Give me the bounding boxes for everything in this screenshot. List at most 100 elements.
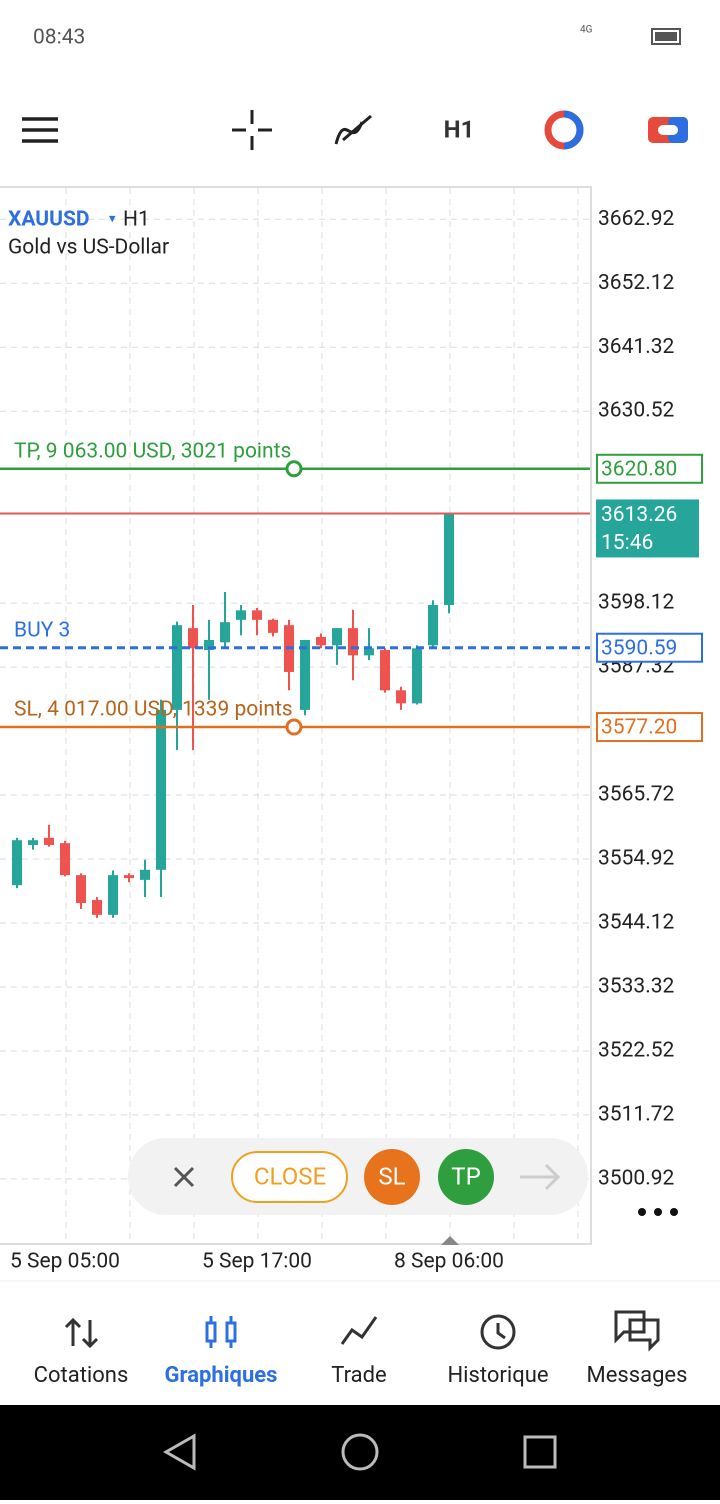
plot <box>0 218 590 1180</box>
x-tick-label: 5 Sep 17:00 <box>202 1250 312 1274</box>
dismiss-button[interactable] <box>173 1166 195 1188</box>
candle-body <box>124 875 134 879</box>
countdown: 15:46 <box>601 531 653 555</box>
level-price-label: 3577.20 <box>601 716 677 740</box>
tp-label: TP <box>451 1162 480 1190</box>
theme-icon-part <box>563 110 584 150</box>
scroll-marker <box>441 1236 459 1245</box>
level-price-box <box>596 712 703 743</box>
android-nav <box>0 1405 720 1500</box>
level-handle <box>285 718 303 736</box>
nav-icons <box>64 1310 660 1352</box>
y-tick-label: 3533.32 <box>598 975 675 999</box>
y-tick-label: 3652.12 <box>598 271 675 295</box>
candle-body <box>396 690 406 704</box>
nav-item[interactable]: Historique <box>447 1363 548 1388</box>
candle-body <box>60 843 70 876</box>
symbol-description: Gold vs US-Dollar <box>8 236 169 260</box>
nav-item[interactable]: Messages <box>587 1363 688 1388</box>
recents-button[interactable] <box>523 1435 557 1469</box>
candle-body <box>300 639 310 710</box>
level-price-box <box>596 453 703 484</box>
tp-button[interactable] <box>438 1149 494 1205</box>
current-price-label: 3613.26 <box>601 503 677 527</box>
candle-body <box>12 840 22 886</box>
toolbar <box>22 110 372 150</box>
y-tick-label: 3641.32 <box>598 335 675 359</box>
nav-icon <box>480 1314 516 1350</box>
nav-item[interactable]: Cotations <box>34 1363 129 1388</box>
level-text: SL, 4 017.00 USD, 1339 points <box>14 698 293 722</box>
candle-body <box>188 628 198 649</box>
candle-body <box>412 648 422 704</box>
level-price-label: 3620.80 <box>601 457 677 481</box>
candle-body <box>364 648 374 656</box>
y-tick-label: 3522.52 <box>598 1039 675 1063</box>
nav-item[interactable]: Graphiques <box>165 1363 278 1388</box>
home-button[interactable] <box>341 1433 379 1471</box>
close-button[interactable] <box>231 1151 348 1203</box>
y-tick-label: 3500.92 <box>598 1166 675 1190</box>
candle-body <box>444 513 454 606</box>
button-bar <box>128 1138 588 1215</box>
x-tick-label: 5 Sep 05:00 <box>10 1250 120 1274</box>
candle-body <box>268 619 278 633</box>
network: 4G <box>580 25 593 36</box>
candle-body <box>380 650 390 691</box>
candle-body <box>156 709 166 870</box>
y-tick-label: 3544.12 <box>598 911 675 935</box>
candle-body <box>92 900 102 915</box>
y-tick-label: 3598.12 <box>598 591 675 615</box>
close-label: CLOSE <box>254 1162 326 1190</box>
candle-body <box>108 875 118 915</box>
candle-body <box>28 840 38 845</box>
sl-button[interactable] <box>364 1149 420 1205</box>
trade-icon-part <box>658 125 678 135</box>
nav-icon <box>205 1316 237 1348</box>
candle-body <box>76 875 86 903</box>
y-tick-label: 3511.72 <box>598 1102 675 1126</box>
candle-body <box>220 622 230 643</box>
bottom-nav: Cotations Graphiques Trade Historique Messag… <box>34 1363 688 1388</box>
back-button[interactable] <box>162 1433 196 1471</box>
current-price-box <box>596 499 699 558</box>
battery-level <box>655 32 677 41</box>
more-menu[interactable] <box>638 1208 678 1216</box>
chart-timeframe: H1 <box>123 208 150 232</box>
sl-label: SL <box>378 1162 405 1190</box>
battery <box>651 28 681 45</box>
y-tick-label: 3662.92 <box>598 207 675 231</box>
symbol-dropdown: ▾ <box>109 211 116 226</box>
candle-body <box>348 628 358 656</box>
next-button[interactable] <box>520 1163 561 1191</box>
crosshair-icon[interactable] <box>232 110 272 150</box>
x-tick-label: 8 Sep 06:00 <box>394 1250 504 1274</box>
candle-body <box>428 605 438 646</box>
y-tick-label: 3565.72 <box>598 783 675 807</box>
status-time: 08:43 <box>33 26 85 50</box>
level-handle <box>285 460 303 478</box>
level-text: TP, 9 063.00 USD, 3021 points <box>14 439 291 463</box>
level-price-box <box>596 632 703 663</box>
candle-body <box>44 837 54 845</box>
y-tick-label: 3630.52 <box>598 399 675 423</box>
nav-item[interactable]: Trade <box>331 1363 386 1388</box>
y-tick-label: 3554.92 <box>598 847 675 871</box>
candle-body <box>332 628 342 646</box>
level-text: BUY 3 <box>14 618 70 642</box>
symbol[interactable]: XAUUSD <box>8 208 90 232</box>
candle-body <box>172 625 182 710</box>
candle-body <box>252 610 262 620</box>
candle-body <box>204 639 214 651</box>
indicator-icon[interactable] <box>334 114 372 145</box>
trade-buttons: CLOSE SL TP <box>128 1138 588 1215</box>
candle-body <box>316 637 326 646</box>
nav-icon <box>340 1316 378 1345</box>
candle-body <box>236 610 246 620</box>
timeframe-button[interactable]: H1 <box>444 115 475 143</box>
candle-body <box>140 869 150 880</box>
nav-icon <box>614 1310 660 1352</box>
nav-icon <box>496 1323 506 1340</box>
